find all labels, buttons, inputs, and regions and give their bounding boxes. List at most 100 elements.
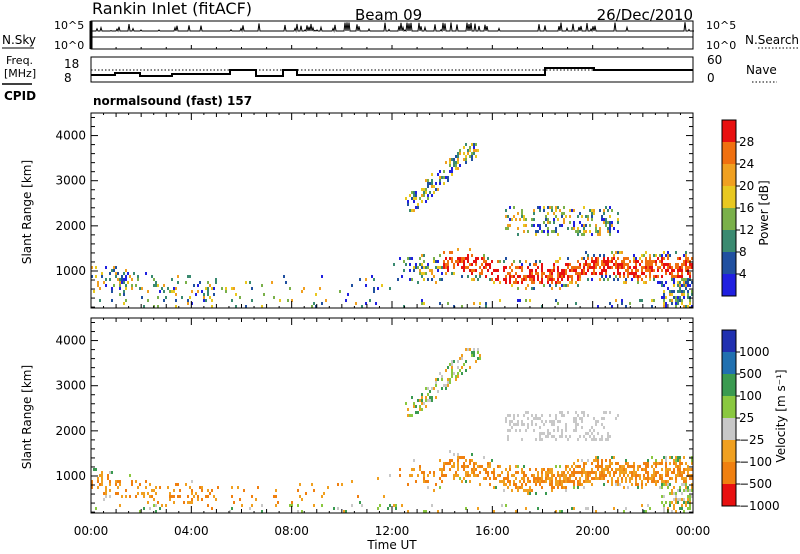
velocity-data-cell [433,471,435,474]
velocity-data-cell [661,501,663,504]
power-data-cell [531,269,533,272]
velocity-data-cell [509,420,511,423]
velocity-data-cell [573,462,575,465]
power-data-cell [665,263,667,266]
power-data-cell [289,287,291,290]
power-data-cell [663,302,665,305]
velocity-data-cell [535,492,537,495]
velocity-data-cell [647,480,649,483]
velocity-data-cell [519,429,521,432]
power-data-cell [437,173,439,176]
velocity-data-cell [503,489,505,492]
power-data-cell [527,284,529,287]
power-data-cell [671,275,673,278]
velocity-data-cell [665,462,667,465]
velocity-data-cell [527,477,529,480]
power-data-cell [513,281,515,284]
power-data-cell [685,254,687,257]
velocity-data-cell [209,492,211,495]
power-data-cell [411,209,413,212]
colorbar-tick-label: 8 [739,245,747,259]
power-data-cell [633,254,635,257]
velocity-data-cell [461,357,463,360]
power-data-cell [595,272,597,275]
velocity-data-cell [601,459,603,462]
velocity-data-cell [449,378,451,381]
power-data-cell [467,275,469,278]
velocity-data-cell [655,465,657,468]
power-data-cell [453,161,455,164]
power-data-cell [417,266,419,269]
power-data-cell [539,227,541,230]
power-data-cell [485,275,487,278]
velocity-data-cell [597,420,599,423]
power-data-cell [481,272,483,275]
power-data-cell [529,275,531,278]
power-data-cell [451,260,453,263]
power-data-cell [431,179,433,182]
y-tick-label: 3000 [55,174,86,188]
velocity-data-cell [511,489,513,492]
power-data-cell [197,290,199,293]
power-data-cell [567,275,569,278]
power-data-cell [651,305,653,308]
power-data-cell [617,278,619,281]
power-data-cell [691,257,693,260]
power-data-cell [463,158,465,161]
velocity-data-cell [549,483,551,486]
velocity-data-cell [675,459,677,462]
power-data-cell [627,257,629,260]
power-data-cell [415,263,417,266]
power-data-cell [571,278,573,281]
velocity-data-cell [691,495,693,498]
velocity-data-cell [615,468,617,471]
power-data-cell [681,275,683,278]
velocity-data-cell [673,462,675,465]
velocity-data-cell [435,378,437,381]
velocity-data-cell [573,420,575,423]
velocity-data-cell [439,477,441,480]
power-data-cell [619,275,621,278]
power-data-cell [449,158,451,161]
velocity-data-cell [489,483,491,486]
velocity-data-cell [635,483,637,486]
velocity-data-cell [591,438,593,441]
velocity-data-cell [241,504,243,507]
power-data-cell [549,269,551,272]
power-data-cell [675,296,677,299]
power-data-cell [645,260,647,263]
power-data-cell [471,272,473,275]
power-data-cell [99,299,101,302]
velocity-data-cell [665,456,667,459]
velocity-data-cell [685,486,687,489]
power-data-cell [607,278,609,281]
velocity-data-cell [665,501,667,504]
power-data-cell [271,281,273,284]
power-data-cell [465,161,467,164]
power-data-cell [489,278,491,281]
velocity-data-cell [635,474,637,477]
power-data-cell [503,260,505,263]
velocity-data-cell [519,486,521,489]
power-data-cell [671,272,673,275]
power-data-cell [207,281,209,284]
velocity-data-cell [655,483,657,486]
velocity-data-cell [413,402,415,405]
power-data-cell [483,254,485,257]
power-data-cell [413,266,415,269]
velocity-data-cell [505,483,507,486]
velocity-data-cell [601,462,603,465]
power-data-cell [599,233,601,236]
colorbar-tick-label: 20 [739,179,754,193]
power-data-cell [623,263,625,266]
velocity-data-cell [601,474,603,477]
velocity-data-cell [623,468,625,471]
power-data-cell [225,287,227,290]
velocity-data-cell [97,477,99,480]
power-data-cell [547,230,549,233]
velocity-data-cell [565,480,567,483]
velocity-data-cell [297,504,299,507]
power-data-cell [155,284,157,287]
power-data-cell [631,272,633,275]
